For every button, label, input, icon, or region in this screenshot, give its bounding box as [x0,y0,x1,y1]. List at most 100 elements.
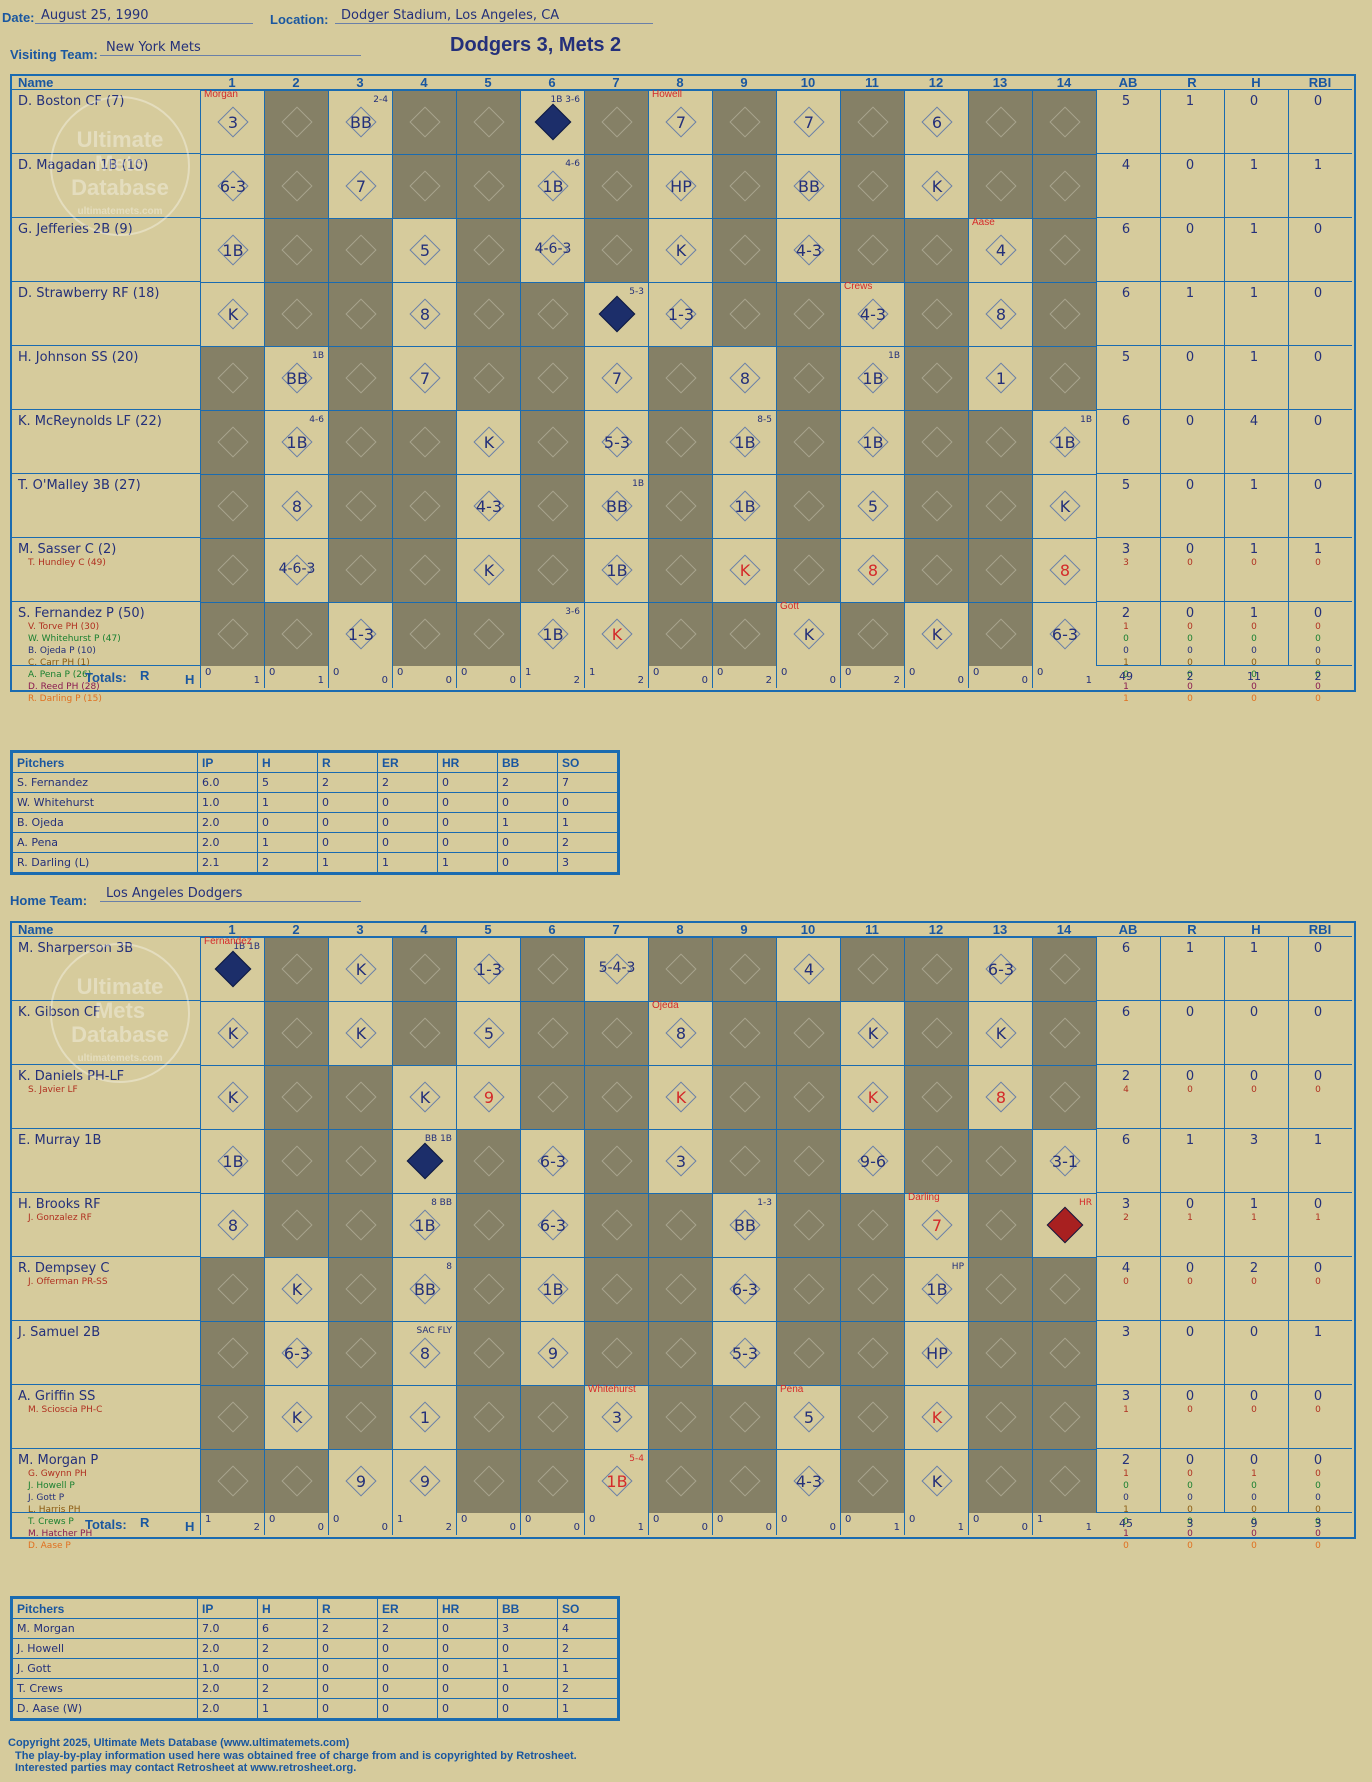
base-diamond [793,1337,825,1369]
stat-divider [1096,154,1097,218]
stat-value: 0 [1313,606,1323,621]
at-bat-cell: 4-3 [776,1449,840,1513]
sub-stat-value: 0 [1251,1493,1257,1503]
base-diamond [537,1401,569,1433]
base-diamond [601,1337,633,1369]
stat-value: 0 [1313,1005,1323,1020]
pitcher-cell: 1 [257,1698,318,1719]
play-mark: 5-3 [731,1344,759,1363]
play-mark: BB [798,177,820,196]
at-bat-cell [968,1193,1032,1257]
pitchers-box: Pitchers IP H R ER HR BB SO M. Morgan 7.0 6 2 2 0 3 4 J.… [10,1596,620,1721]
at-bat-cell [648,1449,712,1513]
stat-value: 0 [1313,1261,1323,1276]
at-bat-cell: 8 [1032,538,1096,602]
play-mark: 8 [867,561,879,580]
pitcher-cell: 0 [497,1678,558,1699]
at-bat-cell [840,1193,904,1257]
sub-player-name: A. Pena P (26) [28,670,92,680]
play-mark: K [803,625,815,644]
pitcher-cell: 0 [257,1658,318,1679]
inning-header: 14 [1056,75,1072,90]
sub-stat-value: 0 [1187,658,1193,668]
pitcher-cell: 0 [437,812,498,833]
stat-value: 1 [1249,286,1259,301]
inning-runs: 0 [461,667,468,678]
play-mark: 4 [995,241,1007,260]
sub-stat-value: 0 [1315,634,1321,644]
at-bat-cell [776,1065,840,1129]
base-diamond [345,554,377,586]
base-diamond [345,1209,377,1241]
base-diamond [921,426,953,458]
stat-divider [1224,346,1225,410]
at-bat-cell [200,474,264,538]
base-diamond [345,298,377,330]
play-annotation: 5-3 [629,287,644,297]
sub-player-name: B. Ojeda P (10) [28,646,96,656]
play-mark: 1B [542,625,564,644]
at-bat-cell: BB 2-4 [328,90,392,154]
sub-stat-value: 0 [1251,1085,1257,1095]
base-diamond [729,1465,761,1497]
base-diamond [601,106,633,138]
at-bat-cell [1032,218,1096,282]
at-bat-cell [456,1129,520,1193]
base-diamond [409,106,441,138]
watermark-text: Database [71,175,169,200]
stat-divider [1288,1321,1289,1385]
base-diamond [793,1145,825,1177]
stat-value: 0 [1185,158,1195,173]
at-bat-cell [456,282,520,346]
stat-divider [1160,538,1161,602]
inning-runs: 0 [845,667,852,678]
stat-value: 0 [1313,941,1323,956]
run-scored-diamond [534,103,572,141]
stat-value: 0 [1313,1389,1323,1404]
at-bat-cell: K [904,602,968,666]
sub-player-name: D. Aase P [28,1541,71,1551]
play-mark: 7 [611,369,623,388]
base-diamond [345,1145,377,1177]
stat-divider [1288,1001,1289,1065]
stat-value: 0 [1249,1325,1259,1340]
inning-header: 6 [548,75,556,90]
stat-value: 1 [1249,542,1259,557]
base-diamond [857,234,889,266]
at-bat-cell [648,937,712,1001]
sub-player-name: L. Harris PH [28,1505,81,1515]
pitching-change-note: Darling [908,1192,940,1203]
stat-value: 1 [1313,542,1323,557]
play-mark: 1B [414,1216,436,1235]
h-label: H [185,1519,195,1534]
at-bat-cell [456,602,520,666]
sub-player-name: C. Carr PH (1) [28,658,90,668]
at-bat-cell: 6-3 [712,1257,776,1321]
header-divider [10,89,1352,90]
base-diamond [345,1081,377,1113]
date-value: August 25, 1990 [35,8,253,24]
sub-stat-value: 0 [1123,670,1129,680]
sub-stat-value: 0 [1251,622,1257,632]
at-bat-cell [712,154,776,218]
pitchers-header-cell: ER [377,1598,438,1619]
stat-divider [1224,1129,1225,1193]
play-mark: 1 [995,369,1007,388]
at-bat-cell [520,474,584,538]
base-diamond [281,234,313,266]
inning-runs: 0 [973,1514,980,1525]
at-bat-cell [328,1385,392,1449]
at-bat-cell [904,218,968,282]
pitchers-header-cell: HR [437,752,498,773]
play-annotation: 1B [1080,415,1092,425]
at-bat-cell: 4-3 [776,218,840,282]
at-bat-cell [264,1001,328,1065]
base-diamond [665,1337,697,1369]
base-diamond [409,426,441,458]
play-mark: 3 [675,1152,687,1171]
location-value: Dodger Stadium, Los Angeles, CA [335,8,653,24]
play-mark: K [995,1024,1007,1043]
